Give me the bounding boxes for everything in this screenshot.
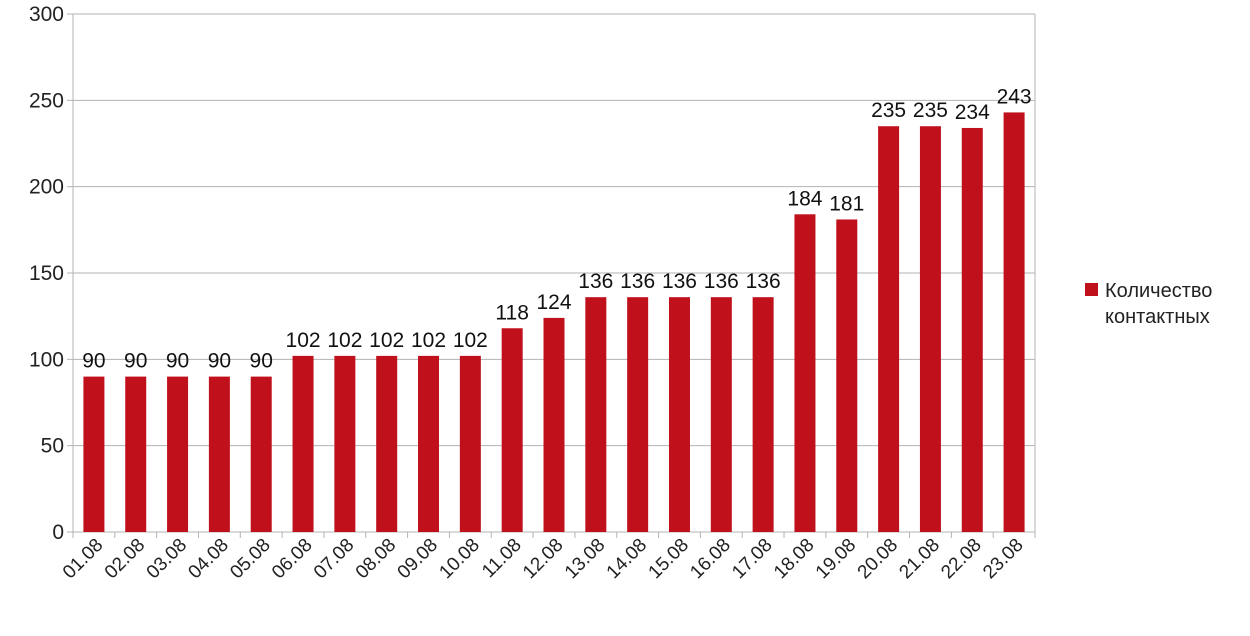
bar (836, 219, 858, 532)
bar (376, 355, 398, 532)
y-tick-label: 150 (29, 262, 64, 285)
x-category-label: 04.08 (184, 535, 232, 583)
legend-swatch (1085, 283, 1098, 296)
x-category-label: 16.08 (686, 535, 734, 583)
bar (250, 376, 272, 532)
bar-value-label: 243 (997, 85, 1032, 108)
x-category-label: 23.08 (979, 535, 1027, 583)
bar-value-label: 90 (166, 350, 189, 373)
bar-value-label: 181 (829, 192, 864, 215)
bar (543, 317, 565, 532)
x-category-label: 08.08 (352, 535, 400, 583)
x-category-label: 10.08 (435, 535, 483, 583)
bar-value-label: 124 (536, 291, 571, 314)
data-labels: 90 90 90 90 90 102 102 102 102 102 118 124 136 136 136… (82, 85, 1031, 372)
bar (752, 297, 774, 532)
bar (501, 328, 523, 532)
x-category-label: 02.08 (101, 535, 149, 583)
bar-value-label: 234 (955, 101, 990, 124)
y-tick-label: 300 (29, 3, 64, 26)
bar (794, 214, 816, 532)
bar-value-label: 102 (411, 329, 446, 352)
bar (418, 355, 440, 532)
bar (1003, 112, 1025, 533)
bar (334, 355, 356, 532)
y-tick-label: 50 (41, 435, 64, 458)
bar-value-label: 90 (208, 350, 231, 373)
bar-value-label: 102 (453, 329, 488, 352)
bar-value-label: 136 (578, 270, 613, 293)
x-category-label: 13.08 (561, 535, 609, 583)
y-tick-label: 200 (29, 176, 64, 199)
bar-value-label: 102 (327, 329, 362, 352)
bar-value-label: 136 (662, 270, 697, 293)
bar (668, 297, 690, 532)
legend-label: Количество контактных (1105, 280, 1213, 328)
bar-value-label: 90 (124, 350, 147, 373)
bar (167, 376, 189, 532)
x-category-label: 21.08 (896, 535, 944, 583)
x-category-label: 03.08 (143, 535, 191, 583)
bar-value-label: 90 (250, 350, 273, 373)
y-tick-label: 0 (52, 521, 64, 544)
bar-value-label: 102 (369, 329, 404, 352)
bar (83, 376, 105, 532)
bar (585, 297, 607, 532)
y-axis-ticks: 0 50 100 150 200 250 300 (29, 3, 64, 544)
bar-value-label: 136 (746, 270, 781, 293)
bar-value-label: 235 (871, 99, 906, 122)
bar (919, 126, 941, 532)
x-category-label: 14.08 (603, 535, 651, 583)
y-tick-label: 250 (29, 89, 64, 112)
y-tick-label: 100 (29, 348, 64, 371)
bar-value-label: 102 (286, 329, 321, 352)
bar (208, 376, 230, 532)
x-category-label: 06.08 (268, 535, 316, 583)
bar (459, 355, 481, 532)
x-category-label: 18.08 (770, 535, 818, 583)
bar-value-label: 90 (82, 350, 105, 373)
x-category-label: 07.08 (310, 535, 358, 583)
bar (878, 126, 900, 532)
x-category-label: 20.08 (854, 535, 902, 583)
x-category-label: 19.08 (812, 535, 860, 583)
legend: Количество контактных (1085, 278, 1250, 330)
bars (83, 112, 1025, 533)
bar (292, 355, 314, 532)
x-category-label: 15.08 (645, 535, 693, 583)
x-axis-categories: 01.0802.0803.0804.0805.0806.0807.0808.08… (59, 535, 1028, 583)
bar-value-label: 118 (495, 301, 528, 324)
bar-value-label: 136 (620, 270, 655, 293)
x-category-label: 01.08 (59, 535, 107, 583)
x-category-label: 17.08 (728, 535, 776, 583)
bar (710, 297, 732, 532)
bar-value-label: 136 (704, 270, 739, 293)
x-category-label: 05.08 (226, 535, 274, 583)
x-category-label: 09.08 (394, 535, 442, 583)
bar (125, 376, 147, 532)
x-category-label: 11.08 (478, 535, 525, 582)
bar (961, 127, 983, 533)
bar-value-label: 235 (913, 99, 948, 122)
x-category-label: 12.08 (519, 535, 567, 583)
x-category-label: 22.08 (937, 535, 985, 583)
bar (627, 297, 649, 532)
bar-value-label: 184 (787, 187, 822, 210)
